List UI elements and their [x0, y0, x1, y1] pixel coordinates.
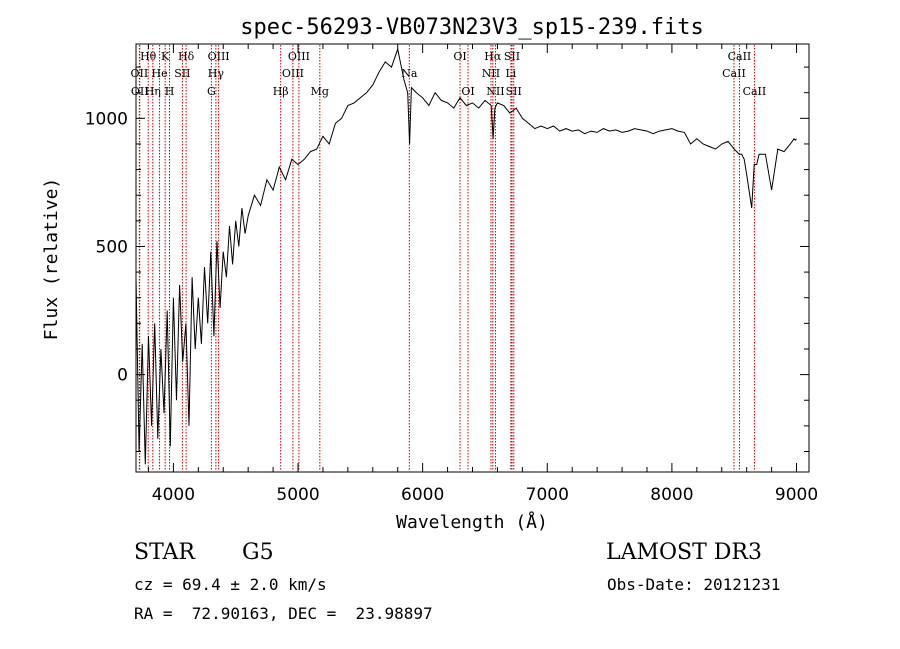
- line-label: NII: [482, 67, 500, 80]
- line-label: H: [165, 85, 175, 98]
- line-label: OIII: [282, 67, 304, 80]
- line-label: SII: [504, 50, 520, 63]
- y-tick-label: 0: [117, 366, 128, 386]
- line-label: NII: [486, 85, 504, 98]
- line-label: OIII: [208, 50, 230, 63]
- axis-ticks: 4000 5000 6000 7000 8000 9000 0 500 1000: [85, 44, 818, 505]
- line-label: Hη: [145, 85, 161, 98]
- x-axis-label: Wavelength (Å): [396, 511, 548, 533]
- line-label: CaII: [722, 67, 746, 80]
- y-tick-label: 500: [96, 237, 128, 257]
- emission-line-markers: HθOIIOIIHeHηKHSIIHδOIIIHγGHβOIIIOIIIMgNa…: [131, 45, 767, 471]
- y-axis-label: Flux (relative): [41, 178, 62, 341]
- line-label: SII: [174, 67, 190, 80]
- line-label: CaII: [728, 50, 752, 63]
- star-class: STAR: [134, 540, 195, 565]
- line-label: Na: [401, 67, 418, 80]
- line-label: K: [161, 50, 170, 63]
- survey-name: LAMOST DR3: [606, 540, 762, 565]
- x-tick-label: 9000: [775, 485, 818, 505]
- line-label: Hδ: [178, 50, 195, 63]
- line-label: CaII: [743, 85, 767, 98]
- line-label: Hγ: [208, 67, 225, 80]
- line-label: He: [152, 67, 168, 80]
- observation-date: Obs-Date: 20121231: [607, 575, 781, 594]
- line-label: OI: [453, 50, 466, 63]
- line-label: SII: [506, 85, 522, 98]
- x-tick-label: 4000: [152, 485, 195, 505]
- line-label: Hθ: [140, 50, 157, 63]
- line-label: Mg: [311, 85, 329, 98]
- line-label: Hα: [484, 50, 502, 63]
- line-label: OIII: [288, 50, 310, 63]
- x-tick-label: 7000: [526, 485, 569, 505]
- chart-title: spec-56293-VB073N23V3_sp15-239.fits: [240, 15, 704, 40]
- line-label: OI: [461, 85, 474, 98]
- ra-dec-coordinates: RA = 72.90163, DEC = 23.98897: [134, 604, 433, 623]
- line-label: Li: [505, 67, 516, 80]
- x-tick-label: 8000: [650, 485, 693, 505]
- line-label: G: [207, 85, 216, 98]
- y-tick-label: 1000: [85, 109, 128, 129]
- plot-frame: [135, 43, 810, 473]
- redshift-velocity: cz = 69.4 ± 2.0 km/s: [134, 575, 327, 594]
- spectrum-line: [135, 47, 797, 465]
- line-label: OII: [131, 85, 149, 98]
- x-tick-label: 5000: [276, 485, 319, 505]
- line-label: Hβ: [273, 85, 289, 98]
- x-tick-label: 6000: [401, 485, 444, 505]
- star-subclass: G5: [242, 540, 274, 565]
